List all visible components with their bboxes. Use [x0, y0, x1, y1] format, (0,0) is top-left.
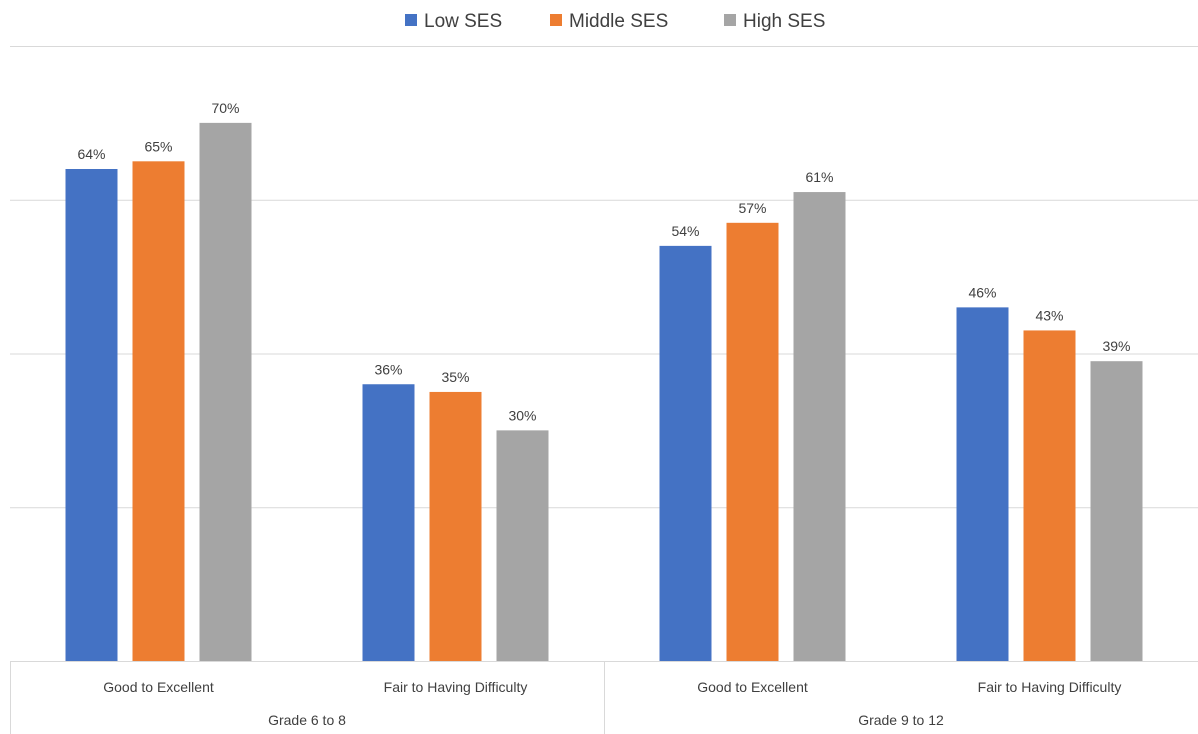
data-label-middle-ses: 57%: [738, 200, 766, 216]
data-label-middle-ses: 35%: [441, 369, 469, 385]
bar-low-ses: [65, 169, 118, 661]
legend-swatch-high-ses: [724, 14, 736, 26]
legend-swatch-low-ses: [405, 14, 417, 26]
bar-middle-ses: [726, 222, 779, 661]
bar-high-ses: [199, 122, 252, 661]
bar-middle-ses: [132, 161, 185, 661]
data-label-low-ses: 54%: [671, 223, 699, 239]
legend-item-high-ses[interactable]: High SES: [724, 11, 825, 32]
category-axis: Good to Excellent Fair to Having Difficul…: [10, 661, 1198, 734]
bar-high-ses: [793, 192, 846, 661]
legend-label-high-ses: High SES: [743, 11, 825, 32]
category-label: Fair to Having Difficulty: [384, 679, 528, 695]
legend-item-middle-ses[interactable]: Middle SES: [550, 11, 668, 32]
category-label: Good to Excellent: [697, 679, 808, 695]
data-label-high-ses: 30%: [508, 407, 536, 423]
group-label: Grade 9 to 12: [858, 712, 944, 728]
data-label-low-ses: 36%: [374, 361, 402, 377]
legend-item-low-ses[interactable]: Low SES: [405, 11, 502, 32]
data-label-low-ses: 64%: [77, 146, 105, 162]
legend: Low SES Middle SES High SES: [405, 11, 825, 32]
data-label-middle-ses: 65%: [144, 138, 172, 154]
legend-label-middle-ses: Middle SES: [569, 11, 668, 32]
data-label-low-ses: 46%: [968, 284, 996, 300]
data-label-high-ses: 70%: [211, 100, 239, 116]
legend-label-low-ses: Low SES: [424, 11, 502, 32]
data-label-middle-ses: 43%: [1035, 307, 1063, 323]
category-label: Fair to Having Difficulty: [978, 679, 1122, 695]
category-label: Good to Excellent: [103, 679, 214, 695]
data-label-high-ses: 39%: [1102, 338, 1130, 354]
gridlines: [10, 46, 1198, 509]
group-label: Grade 6 to 8: [268, 712, 346, 728]
bar-middle-ses: [1023, 330, 1076, 661]
legend-swatch-middle-ses: [550, 14, 562, 26]
bars: [65, 122, 1143, 661]
bar-high-ses: [1090, 361, 1143, 661]
bar-low-ses: [362, 384, 415, 661]
data-labels: 64% 36% 54% 46% 65% 35% 57% 43% 70% 30% 61% 39%: [77, 100, 1130, 424]
bar-high-ses: [496, 430, 549, 661]
bar-low-ses: [659, 245, 712, 661]
bar-middle-ses: [429, 391, 482, 661]
data-label-high-ses: 61%: [805, 169, 833, 185]
bar-low-ses: [956, 307, 1009, 661]
